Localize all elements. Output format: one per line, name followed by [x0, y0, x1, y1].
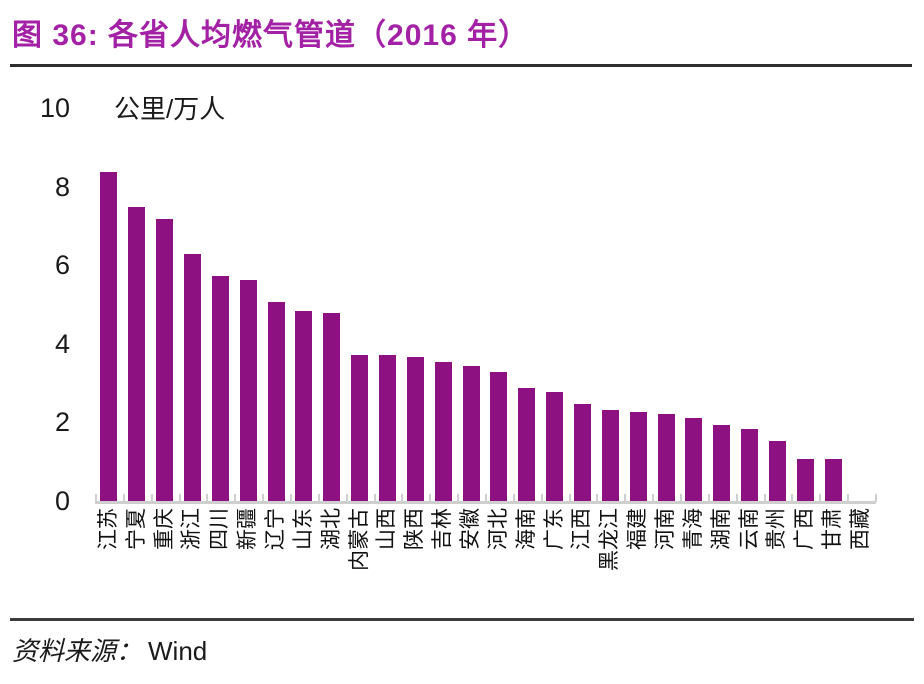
x-axis-tick: [568, 494, 571, 502]
x-axis-tick: [95, 494, 97, 502]
bar: [824, 458, 842, 502]
bar: [657, 413, 675, 502]
x-axis-tick: [429, 494, 432, 502]
x-axis-label: 江苏: [96, 508, 120, 550]
x-axis-label: 云南: [737, 508, 761, 550]
x-axis-tick: [234, 494, 237, 502]
bar: [796, 458, 814, 502]
x-axis-tick: [735, 494, 738, 502]
source-name: Wind: [148, 636, 208, 666]
x-axis-label: 山东: [291, 508, 315, 550]
x-axis-tick: [679, 494, 682, 502]
bar: [629, 411, 647, 502]
x-axis-tick: [401, 494, 404, 502]
bar: [100, 171, 118, 502]
x-axis-label: 新疆: [236, 508, 260, 550]
bar: [741, 429, 759, 502]
x-axis-tick: [819, 494, 822, 502]
y-tick-label: 6: [54, 250, 70, 281]
x-axis-label: 河北: [486, 508, 510, 550]
x-axis-tick: [345, 494, 348, 502]
x-axis-label: 辽宁: [264, 508, 288, 550]
source-prefix: 资料来源：: [12, 637, 143, 666]
x-axis-label: 青海: [681, 508, 705, 550]
x-axis-tick: [122, 494, 125, 502]
x-axis-label: 湖南: [709, 508, 733, 550]
x-axis-line: [95, 501, 876, 504]
bar: [768, 441, 786, 502]
y-axis-unit-label: 公里/万人: [114, 93, 226, 124]
x-axis-label: 浙江: [180, 508, 204, 550]
source-line: 资料来源： Wind: [12, 631, 207, 668]
x-axis-label: 内蒙古: [347, 508, 371, 571]
x-axis-tick: [457, 494, 460, 502]
bar: [351, 354, 369, 502]
x-axis-tick: [791, 494, 794, 502]
bar: [518, 388, 536, 502]
x-axis-label: 河南: [654, 508, 678, 550]
x-axis-tick: [874, 494, 877, 502]
y-tick-label: 10: [39, 92, 70, 123]
x-axis-label: 贵州: [765, 508, 789, 550]
bar: [462, 366, 480, 502]
x-axis-tick: [652, 494, 655, 502]
x-axis-label: 福建: [626, 508, 650, 550]
x-axis-label: 重庆: [152, 508, 176, 550]
y-tick-label: 2: [54, 407, 70, 438]
bar: [295, 311, 313, 502]
footer-divider-rule: [10, 618, 914, 621]
bar: [128, 207, 146, 502]
x-axis-tick: [373, 494, 376, 502]
bar: [573, 403, 591, 502]
bar: [211, 276, 229, 502]
x-axis-tick: [624, 494, 627, 502]
bar: [546, 391, 564, 502]
x-axis-tick: [763, 494, 766, 502]
bar: [601, 409, 619, 502]
x-axis-label: 广东: [542, 508, 566, 550]
x-axis-label: 广西: [793, 508, 817, 550]
x-axis-label: 吉林: [431, 508, 455, 550]
bar: [267, 301, 285, 502]
x-axis-label: 江西: [570, 508, 594, 550]
x-axis-tick: [596, 494, 599, 502]
title-divider-rule: [10, 64, 912, 67]
x-axis-label: 安徽: [459, 508, 483, 550]
figure-title: 图 36: 各省人均燃气管道（2016 年）: [12, 19, 530, 52]
x-axis-tick: [289, 494, 292, 502]
bar: [685, 417, 703, 502]
x-axis-label: 海南: [514, 508, 538, 550]
x-axis-tick: [847, 494, 850, 502]
bar: [713, 425, 731, 502]
bar: [406, 356, 424, 502]
bar: [239, 279, 257, 502]
x-axis-tick: [484, 494, 487, 502]
bar: [378, 354, 396, 502]
x-axis-label: 四川: [208, 508, 232, 550]
x-axis-label: 宁夏: [124, 508, 148, 550]
x-axis-label: 甘肃: [821, 508, 845, 550]
x-axis-label: 湖北: [319, 508, 343, 550]
x-axis-tick: [540, 494, 543, 502]
x-axis-tick: [317, 494, 320, 502]
x-axis-label: 西藏: [849, 508, 873, 550]
x-axis-label: 山西: [375, 508, 399, 550]
bar: [434, 362, 452, 502]
x-axis-label: 陕西: [403, 508, 427, 550]
bar: [183, 254, 201, 502]
x-axis-tick: [178, 494, 181, 502]
x-axis-tick: [512, 494, 515, 502]
x-axis-label: 黑龙江: [598, 508, 622, 571]
y-tick-label: 0: [54, 485, 70, 516]
x-axis-tick: [150, 494, 153, 502]
bar: [323, 313, 341, 502]
x-axis-tick: [206, 494, 209, 502]
bar: [156, 219, 174, 502]
bar: [490, 372, 508, 502]
x-axis-tick: [262, 494, 265, 502]
y-tick-label: 8: [54, 171, 70, 202]
y-tick-label: 4: [54, 328, 70, 359]
x-axis-tick: [707, 494, 710, 502]
